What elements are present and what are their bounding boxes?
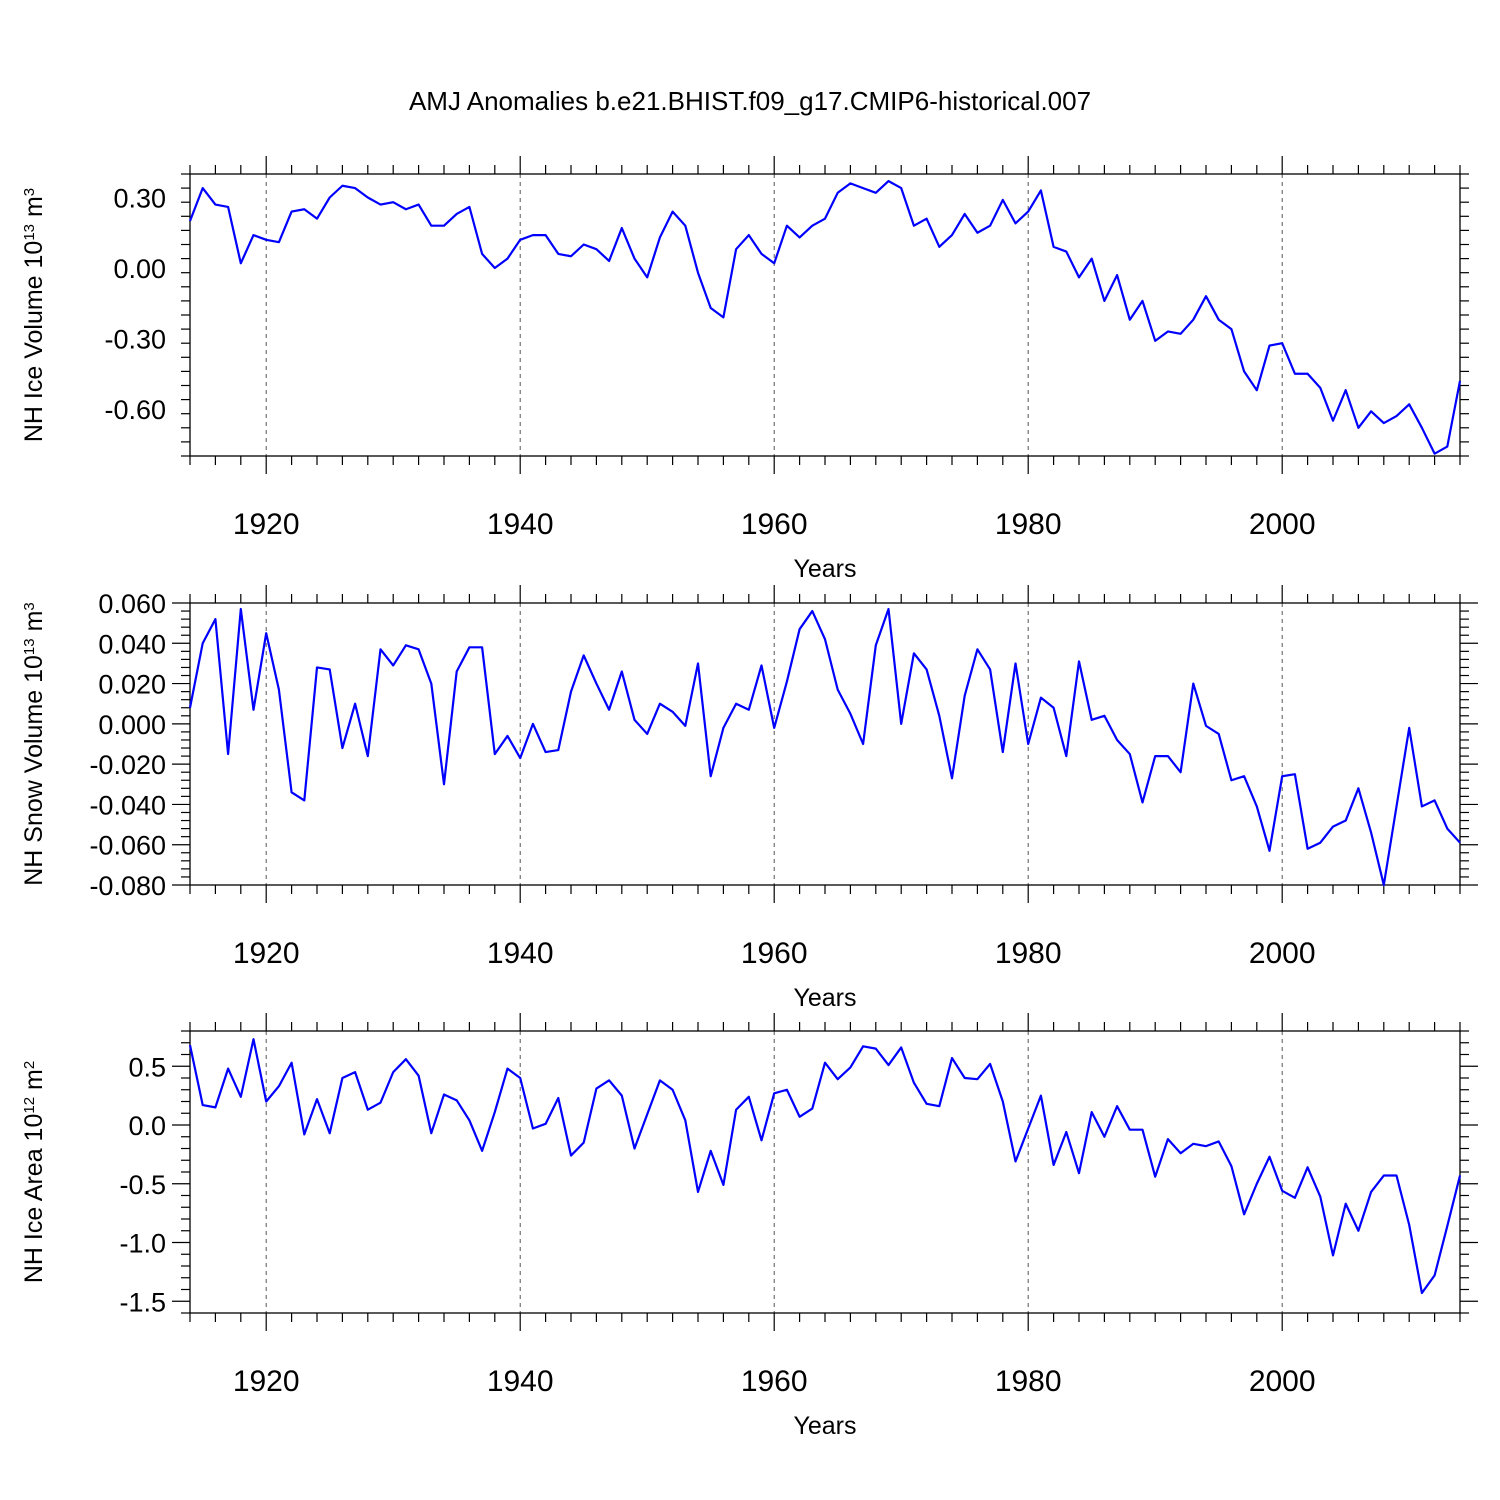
y-tick-label: -1.0 [119, 1229, 166, 1259]
x-tick-label: 1980 [995, 937, 1062, 970]
panel-ice-area: 0.5 0.0 -0.5 -1.0 -1.5 1920 1940 1960 1980 2000 Ye… [20, 1013, 1478, 1440]
x-tick-label: 1920 [233, 508, 300, 541]
series-line-ice-area [188, 1038, 1462, 1295]
series-line-ice-volume [188, 179, 1462, 455]
y-tick-label: -0.060 [89, 831, 166, 861]
plot-frame [189, 602, 1461, 886]
y-tick-label: -0.5 [119, 1170, 166, 1200]
y-tick-label: 0.020 [98, 670, 166, 700]
y-tick-label: -0.020 [89, 750, 166, 780]
y-axis-label: NH Ice Area 1012 m2 [20, 1061, 48, 1283]
series-line-snow-volume [188, 607, 1461, 887]
x-tick-label: 2000 [1249, 508, 1316, 541]
x-tick-label: 1960 [741, 508, 808, 541]
figure-title: AMJ Anomalies b.e21.BHIST.f09_g17.CMIP6-… [409, 86, 1091, 116]
x-tick-label: 2000 [1249, 937, 1316, 970]
y-tick-label: 0.040 [98, 629, 166, 659]
x-tick-label: 2000 [1249, 1365, 1316, 1398]
panel-snow-volume: 0.060 0.040 0.020 0.000 -0.020 -0.040 -0.060 -0… [20, 585, 1478, 1012]
y-tick-label: 0.5 [128, 1052, 166, 1082]
panel-ice-volume: 0.30 0.00 -0.30 -0.60 1920 1940 1960 1980 2000 Ye… [20, 156, 1469, 583]
x-tick-label: 1920 [233, 1365, 300, 1398]
x-tick-label: 1920 [233, 937, 300, 970]
x-tick-label: 1960 [741, 937, 808, 970]
y-tick-label: -0.080 [89, 871, 166, 901]
y-tick-label: 0.000 [98, 710, 166, 740]
y-tick-label: 0.00 [113, 254, 166, 284]
x-tick-label: 1940 [487, 937, 554, 970]
y-tick-label: -0.040 [89, 790, 166, 820]
y-axis-label: NH Snow Volume 1013 m3 [20, 602, 48, 886]
x-axis-label: Years [793, 555, 856, 583]
x-axis-label: Years [793, 984, 856, 1012]
y-tick-label: 0.060 [98, 589, 166, 619]
y-tick-label: -0.60 [104, 395, 166, 425]
x-axis-label: Years [793, 1412, 856, 1440]
y-axis-label: NH Ice Volume 1013 m3 [20, 188, 48, 442]
x-tick-label: 1980 [995, 1365, 1062, 1398]
x-tick-label: 1940 [487, 1365, 554, 1398]
y-tick-label: 0.0 [128, 1111, 166, 1141]
plot-frame [189, 1030, 1461, 1314]
y-tick-label: -0.30 [104, 325, 166, 355]
y-tick-label: 0.30 [113, 184, 166, 214]
x-tick-label: 1980 [995, 508, 1062, 541]
y-tick-label: -1.5 [119, 1287, 166, 1317]
x-tick-label: 1960 [741, 1365, 808, 1398]
x-tick-label: 1940 [487, 508, 554, 541]
